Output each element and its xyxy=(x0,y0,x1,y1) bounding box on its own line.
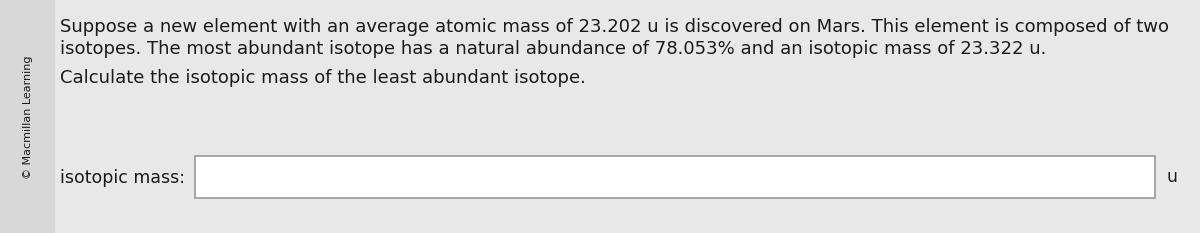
Text: Suppose a new element with an average atomic mass of 23.202 u is discovered on M: Suppose a new element with an average at… xyxy=(60,18,1169,36)
Text: u: u xyxy=(1166,168,1178,186)
Text: isotopes. The most abundant isotope has a natural abundance of 78.053% and an is: isotopes. The most abundant isotope has … xyxy=(60,40,1046,58)
Text: isotopic mass:: isotopic mass: xyxy=(60,169,185,187)
Text: © Macmillan Learning: © Macmillan Learning xyxy=(23,55,34,179)
FancyBboxPatch shape xyxy=(194,156,1154,198)
Text: Calculate the isotopic mass of the least abundant isotope.: Calculate the isotopic mass of the least… xyxy=(60,69,586,87)
FancyBboxPatch shape xyxy=(0,0,55,233)
